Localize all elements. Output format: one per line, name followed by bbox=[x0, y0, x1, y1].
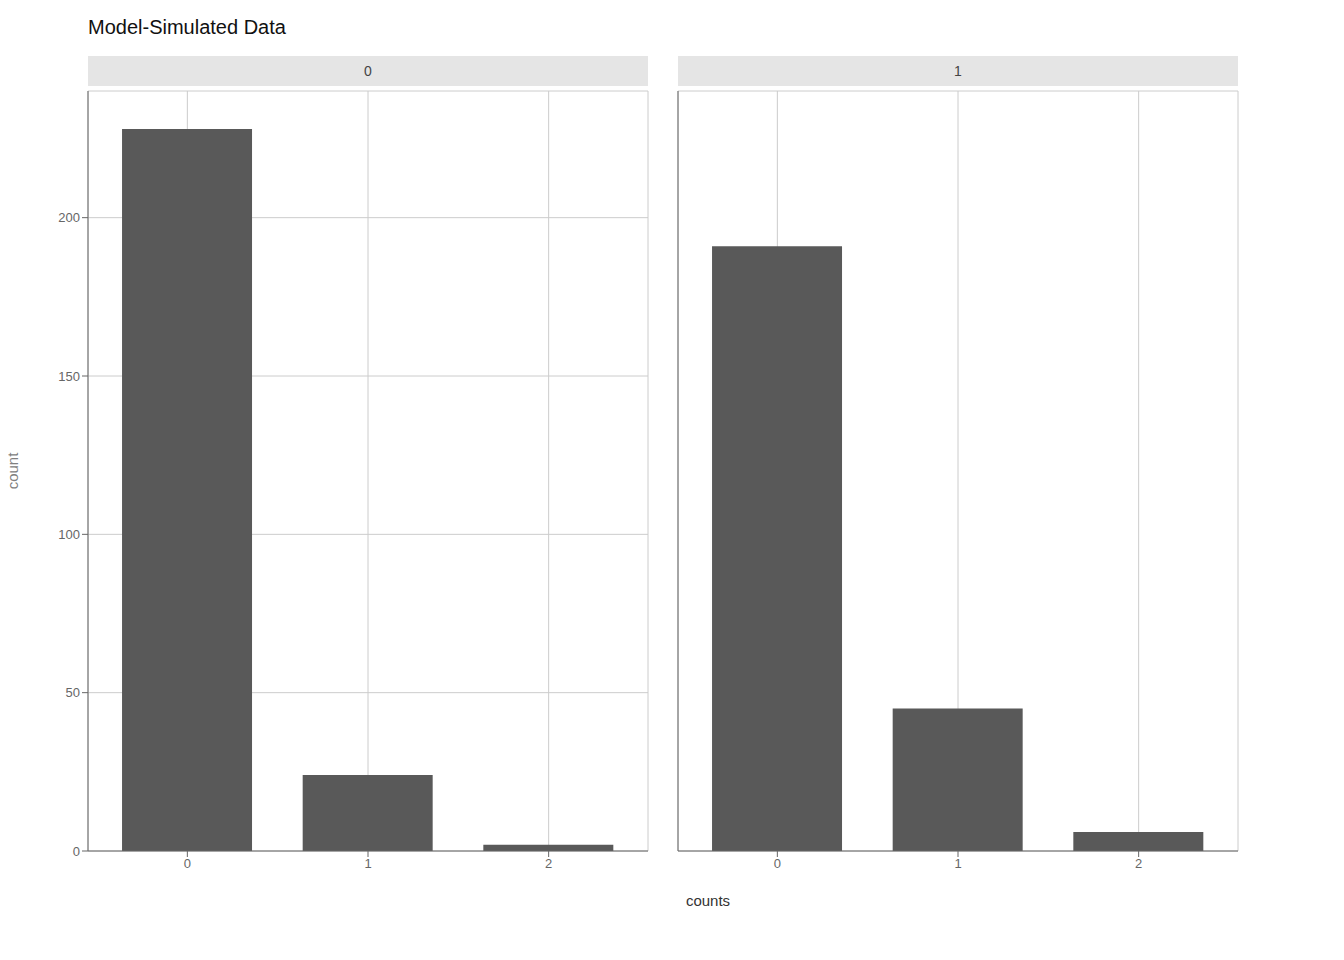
svg-text:150: 150 bbox=[58, 369, 80, 384]
svg-text:50: 50 bbox=[66, 685, 80, 700]
svg-text:1: 1 bbox=[364, 856, 371, 871]
svg-text:count: count bbox=[8, 452, 21, 490]
svg-text:0: 0 bbox=[73, 844, 80, 859]
svg-text:1: 1 bbox=[954, 856, 961, 871]
svg-text:2: 2 bbox=[545, 856, 552, 871]
html-text:Model-Simulated Data: Model-Simulated Data bbox=[88, 16, 286, 38]
svg-text:0: 0 bbox=[184, 856, 191, 871]
svg-text:200: 200 bbox=[58, 210, 80, 225]
svg-text:0: 0 bbox=[774, 856, 781, 871]
html-text:counts: counts bbox=[685, 892, 731, 909]
html-text:1: 1 bbox=[954, 63, 962, 79]
html-text:0: 0 bbox=[364, 63, 372, 79]
svg-text:2: 2 bbox=[1135, 856, 1142, 871]
svg-text:100: 100 bbox=[58, 527, 80, 542]
